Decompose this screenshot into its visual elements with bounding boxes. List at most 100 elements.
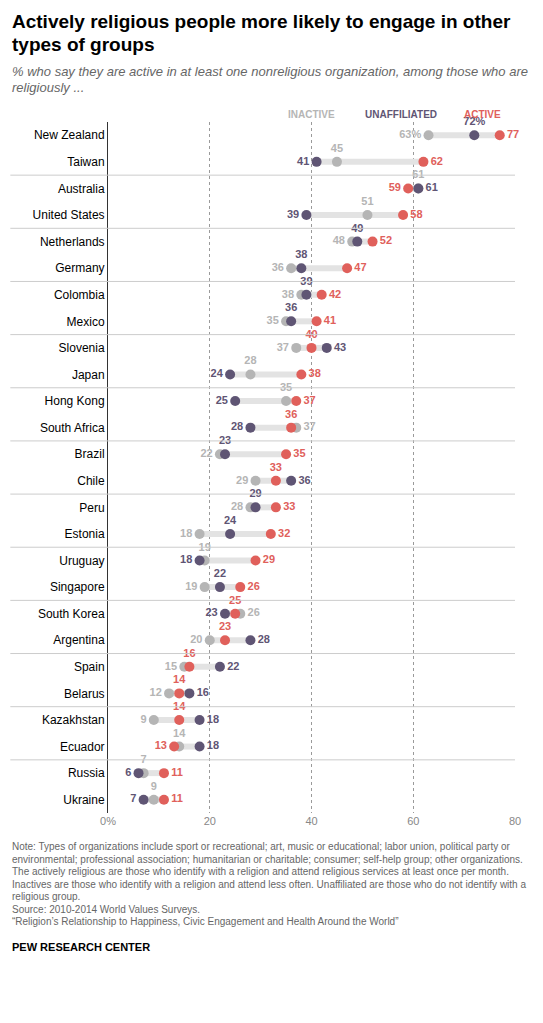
svg-text:7: 7: [141, 753, 147, 765]
svg-text:47: 47: [354, 261, 366, 273]
svg-text:24: 24: [211, 367, 224, 379]
svg-text:18: 18: [180, 553, 192, 565]
svg-text:60: 60: [407, 815, 419, 827]
svg-text:38: 38: [295, 248, 307, 260]
svg-text:Estonia: Estonia: [65, 527, 105, 541]
svg-text:77: 77: [507, 128, 519, 140]
svg-text:35: 35: [280, 381, 292, 393]
svg-text:Colombia: Colombia: [54, 288, 105, 302]
svg-text:7: 7: [130, 792, 136, 804]
svg-text:36: 36: [285, 408, 297, 420]
svg-text:14: 14: [173, 673, 186, 685]
svg-text:9: 9: [151, 780, 157, 792]
svg-text:Hong Kong: Hong Kong: [45, 394, 105, 408]
svg-text:37: 37: [303, 394, 315, 406]
svg-text:28: 28: [258, 633, 270, 645]
svg-text:New Zealand: New Zealand: [34, 128, 105, 142]
svg-text:48: 48: [333, 234, 345, 246]
svg-text:28: 28: [244, 354, 256, 366]
svg-text:62: 62: [431, 155, 443, 167]
svg-text:Netherlands: Netherlands: [40, 235, 105, 249]
svg-text:11: 11: [171, 792, 183, 804]
svg-text:40: 40: [305, 328, 317, 340]
svg-text:35: 35: [293, 447, 305, 459]
svg-text:26: 26: [248, 606, 260, 618]
svg-text:6: 6: [125, 766, 131, 778]
svg-text:18: 18: [207, 713, 219, 725]
svg-text:61: 61: [426, 181, 438, 193]
svg-text:South Korea: South Korea: [38, 607, 105, 621]
svg-text:South Africa: South Africa: [40, 421, 105, 435]
svg-text:61: 61: [412, 168, 424, 180]
svg-text:23: 23: [219, 620, 231, 632]
svg-text:9: 9: [140, 713, 146, 725]
svg-text:39: 39: [300, 275, 312, 287]
svg-text:Spain: Spain: [74, 660, 105, 674]
svg-text:40: 40: [305, 815, 317, 827]
svg-text:14: 14: [173, 700, 186, 712]
svg-text:UNAFFILIATED: UNAFFILIATED: [365, 109, 437, 120]
svg-text:15: 15: [165, 660, 177, 672]
svg-text:38: 38: [309, 367, 321, 379]
svg-text:23: 23: [206, 606, 218, 618]
svg-text:Chile: Chile: [77, 474, 105, 488]
svg-text:35: 35: [267, 314, 279, 326]
svg-text:Singapore: Singapore: [50, 580, 105, 594]
svg-text:33: 33: [283, 500, 295, 512]
svg-text:38: 38: [282, 288, 294, 300]
svg-text:58: 58: [410, 208, 422, 220]
svg-text:United States: United States: [33, 208, 105, 222]
svg-text:ACTIVE: ACTIVE: [464, 109, 501, 120]
svg-text:32: 32: [278, 527, 290, 539]
svg-text:0%: 0%: [100, 815, 116, 827]
svg-text:28: 28: [231, 500, 243, 512]
svg-text:20: 20: [204, 815, 216, 827]
svg-text:22: 22: [227, 660, 239, 672]
svg-text:45: 45: [331, 142, 343, 154]
svg-text:19: 19: [199, 541, 211, 553]
svg-text:Peru: Peru: [79, 501, 104, 515]
svg-text:Taiwan: Taiwan: [67, 155, 104, 169]
svg-text:25: 25: [216, 394, 228, 406]
svg-text:Mexico: Mexico: [67, 315, 105, 329]
svg-text:52: 52: [380, 234, 392, 246]
svg-text:19: 19: [185, 580, 197, 592]
svg-text:Brazil: Brazil: [75, 447, 105, 461]
svg-text:59: 59: [389, 181, 401, 193]
svg-text:26: 26: [248, 580, 260, 592]
svg-text:22: 22: [214, 567, 226, 579]
svg-text:Ukraine: Ukraine: [63, 793, 105, 807]
svg-text:Belarus: Belarus: [64, 687, 105, 701]
svg-text:37: 37: [277, 341, 289, 353]
svg-text:28: 28: [231, 420, 243, 432]
svg-text:41: 41: [297, 155, 309, 167]
svg-text:13: 13: [155, 739, 167, 751]
svg-text:11: 11: [171, 766, 183, 778]
svg-text:63%: 63%: [399, 128, 421, 140]
svg-text:INACTIVE: INACTIVE: [288, 109, 335, 120]
svg-text:Slovenia: Slovenia: [59, 341, 105, 355]
svg-text:Russia: Russia: [68, 766, 105, 780]
svg-text:29: 29: [263, 553, 275, 565]
svg-text:12: 12: [150, 686, 162, 698]
svg-text:25: 25: [229, 594, 241, 606]
svg-text:24: 24: [224, 514, 237, 526]
svg-text:18: 18: [207, 739, 219, 751]
svg-text:49: 49: [351, 222, 363, 234]
svg-text:Uruguay: Uruguay: [59, 554, 104, 568]
svg-text:Kazakhstan: Kazakhstan: [42, 713, 105, 727]
svg-text:Germany: Germany: [55, 261, 104, 275]
svg-text:22: 22: [200, 447, 212, 459]
svg-text:36: 36: [272, 261, 284, 273]
svg-text:Australia: Australia: [58, 182, 105, 196]
svg-text:23: 23: [219, 434, 231, 446]
svg-text:Argentina: Argentina: [53, 633, 105, 647]
svg-text:Japan: Japan: [72, 368, 105, 382]
svg-text:39: 39: [287, 208, 299, 220]
svg-text:42: 42: [329, 288, 341, 300]
svg-text:14: 14: [173, 727, 186, 739]
svg-text:51: 51: [361, 195, 373, 207]
svg-text:20: 20: [190, 633, 202, 645]
svg-text:18: 18: [180, 527, 192, 539]
svg-text:16: 16: [183, 647, 195, 659]
